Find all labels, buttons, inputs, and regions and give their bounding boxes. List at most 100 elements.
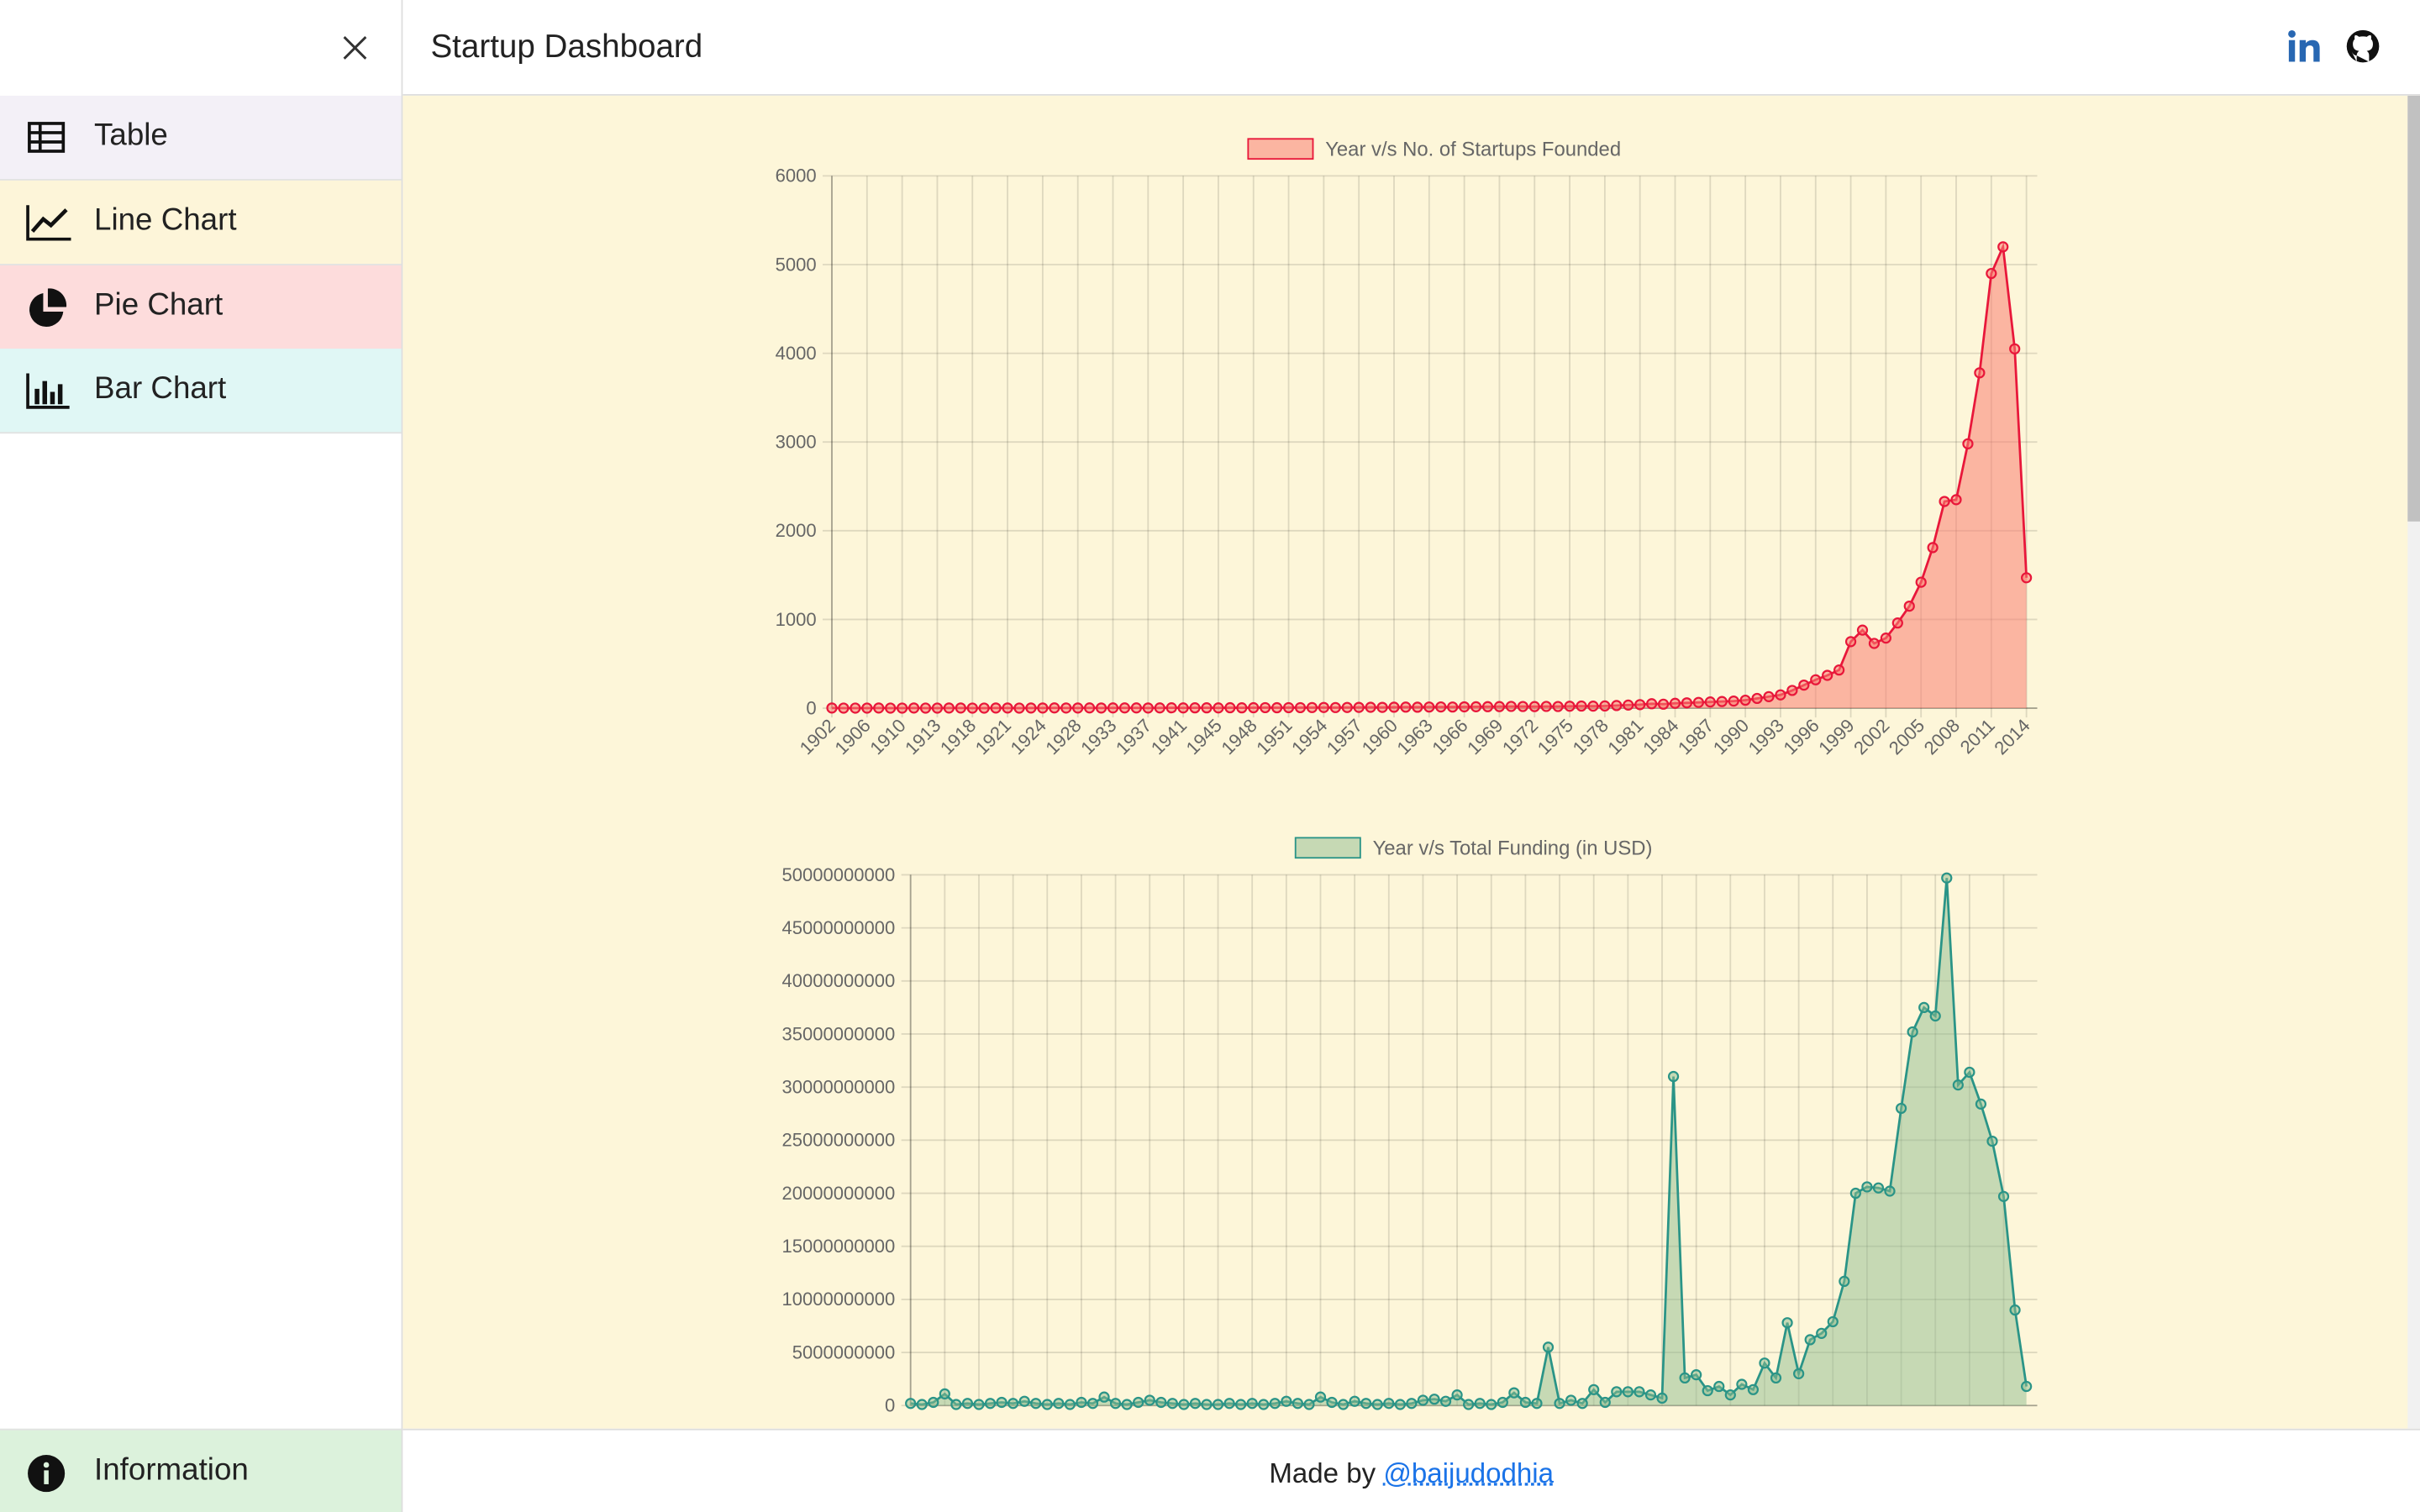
footer-link[interactable]: @baijudodhia <box>1383 1457 1555 1489</box>
nav-label: Information <box>94 1453 249 1488</box>
point <box>1178 1399 1190 1410</box>
point <box>1679 1372 1691 1384</box>
close-button[interactable] <box>339 33 371 64</box>
x-tick-label: 2014 <box>1990 715 2033 759</box>
point <box>1154 702 1165 714</box>
point <box>1303 1399 1315 1410</box>
x-tick-label: 2005 <box>1885 715 1928 759</box>
y-tick-label: 35000000000 <box>782 1023 896 1044</box>
point <box>1622 1386 1634 1398</box>
point <box>1728 695 1739 707</box>
x-tick-label: 1906 <box>831 715 875 759</box>
point <box>1599 1396 1611 1409</box>
point <box>1986 267 1997 280</box>
area <box>910 878 2027 1406</box>
point <box>1798 679 1810 691</box>
nav-bar-chart[interactable]: Bar Chart <box>0 349 402 434</box>
point <box>826 702 838 714</box>
point <box>1964 1066 1975 1079</box>
point <box>1493 701 1506 712</box>
point <box>1587 701 1599 712</box>
point <box>1975 1098 1987 1110</box>
point <box>1189 702 1201 714</box>
x-tick-label: 1957 <box>1323 715 1366 759</box>
point <box>1929 1010 1941 1022</box>
nav-pie-chart[interactable]: Pie Chart <box>0 265 402 350</box>
point <box>1306 701 1318 713</box>
point <box>1049 702 1060 714</box>
point <box>1281 1395 1292 1407</box>
point <box>1213 702 1224 714</box>
point <box>1166 1398 1178 1410</box>
point <box>943 702 955 714</box>
point <box>1770 1372 1782 1384</box>
scrollbar-thumb[interactable] <box>2407 95 2420 522</box>
point <box>1236 702 1248 714</box>
point <box>1155 1396 1167 1409</box>
github-icon[interactable] <box>2346 29 2383 66</box>
x-tick-label: 1948 <box>1217 715 1260 759</box>
area <box>832 246 2027 709</box>
point <box>1133 1396 1144 1409</box>
point <box>1463 1399 1475 1410</box>
point <box>1337 1399 1349 1410</box>
point <box>1576 1398 1588 1410</box>
point <box>1588 1383 1600 1395</box>
y-tick-label: 5000000000 <box>792 1341 896 1362</box>
point <box>1447 701 1459 713</box>
point <box>1417 1394 1429 1406</box>
point <box>1201 702 1213 714</box>
point <box>1839 1275 1850 1288</box>
point <box>1007 1398 1019 1410</box>
point <box>1248 701 1260 714</box>
point <box>1997 241 2009 253</box>
point <box>916 1399 928 1410</box>
x-tick-label: 1913 <box>901 715 944 759</box>
point <box>1064 1399 1076 1410</box>
nav-line-chart[interactable]: Line Chart <box>0 180 402 265</box>
point <box>1394 1399 1406 1410</box>
point <box>1634 699 1646 711</box>
point <box>1018 1395 1030 1407</box>
y-tick-label: 50000000000 <box>782 864 896 885</box>
point <box>1383 1398 1395 1410</box>
point <box>1269 1398 1281 1410</box>
point <box>1223 1398 1235 1410</box>
point <box>966 702 978 714</box>
x-tick-label: 1933 <box>1076 715 1120 759</box>
point <box>1459 701 1470 713</box>
point <box>873 702 885 714</box>
y-tick-label: 25000000000 <box>782 1130 896 1151</box>
point <box>905 1398 917 1410</box>
x-tick-label: 2008 <box>1920 715 1964 759</box>
point <box>838 702 850 714</box>
sidebar: Table Line Chart Pie Chart Bar Chart Inf… <box>0 0 403 1512</box>
point <box>1667 1070 1680 1083</box>
nav-information[interactable]: Information <box>0 1428 402 1512</box>
point <box>1212 1399 1224 1410</box>
x-tick-label: 1941 <box>1147 715 1191 759</box>
point <box>1554 1398 1565 1410</box>
legend-swatch <box>1247 138 1314 160</box>
point <box>2009 343 2021 354</box>
point <box>1076 1396 1087 1409</box>
point <box>1353 701 1365 713</box>
x-tick-label: 1918 <box>936 715 980 759</box>
nav-table[interactable]: Table <box>0 95 402 181</box>
point <box>1576 700 1587 712</box>
point <box>1903 600 1915 612</box>
y-tick-label: 20000000000 <box>782 1183 896 1204</box>
point <box>1030 1398 1042 1410</box>
point <box>1713 1380 1725 1393</box>
y-tick-label: 5000 <box>776 254 817 275</box>
point <box>1702 1384 1713 1397</box>
point <box>1371 1399 1383 1410</box>
linkedin-icon[interactable] <box>2287 29 2324 63</box>
point <box>1531 1398 1543 1410</box>
point <box>1497 1396 1508 1409</box>
point <box>1470 701 1482 712</box>
x-tick-label: 1969 <box>1463 715 1507 759</box>
point <box>1314 1391 1327 1403</box>
point <box>1716 696 1728 707</box>
x-tick-label: 1910 <box>865 715 909 759</box>
